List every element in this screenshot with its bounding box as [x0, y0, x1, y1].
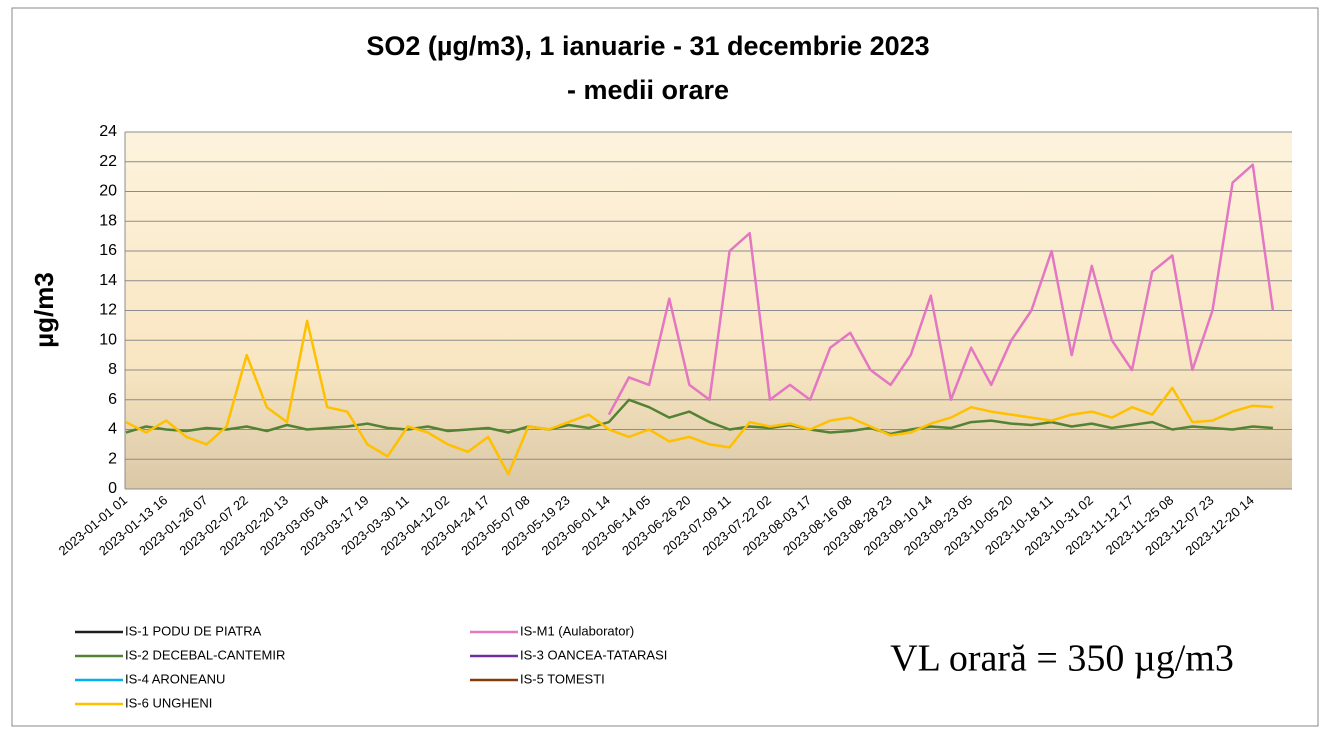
legend-label: IS-6 UNGHENI	[125, 695, 212, 710]
y-tick-label: 0	[108, 480, 117, 497]
y-tick-label: 18	[99, 212, 117, 229]
y-tick-label: 2	[108, 450, 117, 467]
y-tick-label: 8	[108, 361, 117, 378]
y-tick-label: 24	[99, 123, 117, 140]
y-tick-label: 16	[99, 242, 117, 259]
y-tick-label: 14	[99, 272, 117, 289]
chart-subtitle: - medii orare	[567, 75, 729, 105]
series-line	[125, 319, 1273, 476]
y-tick-label: 20	[99, 183, 117, 200]
legend-label: IS-M1 (Aulaborator)	[520, 623, 634, 638]
legend-label: IS-5 TOMESTI	[520, 671, 605, 686]
y-tick-label: 10	[99, 331, 117, 348]
y-tick-label: 4	[108, 421, 117, 438]
series-line	[607, 163, 1275, 416]
legend-label: IS-4 ARONEANU	[125, 671, 225, 686]
y-tick-label: 6	[108, 391, 117, 408]
y-axis-label: µg/m3	[29, 272, 59, 348]
legend-label: IS-1 PODU DE PIATRA	[125, 623, 262, 638]
y-tick-label: 12	[99, 302, 117, 319]
chart-title: SO2 (µg/m3), 1 ianuarie - 31 decembrie 2…	[366, 31, 929, 61]
y-tick-label: 22	[99, 153, 117, 170]
series-line	[125, 398, 1273, 436]
legend-label: IS-3 OANCEA-TATARASI	[520, 647, 667, 662]
legend-label: IS-2 DECEBAL-CANTEMIR	[125, 647, 285, 662]
annotation: VL orară = 350 µg/m3	[890, 638, 1234, 680]
